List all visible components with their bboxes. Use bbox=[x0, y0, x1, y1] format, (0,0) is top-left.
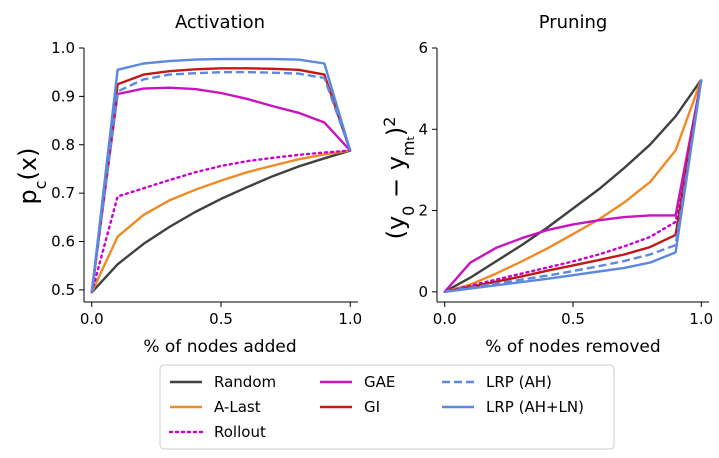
series-line-gi bbox=[444, 79, 703, 293]
series-line-lrp-ah bbox=[444, 79, 703, 293]
y-tick-label: 6 bbox=[418, 39, 428, 57]
activation-plot-area: 0.0 0.5 1.0 0.5 0.6 0.7 0.8 0.9 1.0 bbox=[51, 39, 362, 328]
activation-ylabel: pc(x) bbox=[14, 148, 50, 205]
y-tick-label: 0.7 bbox=[51, 184, 75, 202]
activation-xlabel: % of nodes added bbox=[143, 337, 296, 357]
legend-label-rollout: Rollout bbox=[214, 423, 266, 441]
legend-label-lrp-ah-ln: LRP (AH+LN) bbox=[486, 398, 584, 416]
pruning-xlabel: % of nodes removed bbox=[485, 337, 660, 357]
legend-frame bbox=[159, 364, 615, 450]
y-tick-label: 1.0 bbox=[51, 39, 75, 57]
series-line-random bbox=[444, 79, 703, 293]
y-tick-label: 0.8 bbox=[51, 136, 75, 154]
pruning-chart: Pruning 0.0 0.5 1.0 0 2 4 6 % of nodes removed… bbox=[380, 12, 714, 357]
series-line-random bbox=[90, 149, 351, 294]
legend-label-a-last: A-Last bbox=[214, 398, 261, 416]
series-line-gi bbox=[90, 67, 352, 293]
x-tick-label: 1.0 bbox=[689, 310, 713, 328]
legend-label-random: Random bbox=[214, 373, 276, 391]
y-tick-label: 2 bbox=[418, 202, 428, 220]
activation-chart: Activation 0.0 0.5 1.0 0.5 0.6 0.7 0.8 0.9 1.0 %… bbox=[14, 12, 362, 357]
y-tick-label: 0 bbox=[418, 283, 428, 301]
legend-label-lrp-ah: LRP (AH) bbox=[486, 373, 552, 391]
x-tick-label: 0.0 bbox=[433, 310, 457, 328]
pruning-ylabel: (y0 − ymt)2 bbox=[380, 117, 418, 240]
legend-label-gi: GI bbox=[364, 398, 380, 416]
series-line-gae bbox=[443, 79, 703, 293]
pruning-plot-area: 0.0 0.5 1.0 0 2 4 6 bbox=[418, 39, 713, 328]
y-tick-label: 4 bbox=[418, 120, 428, 138]
series-line-a-last bbox=[90, 149, 351, 293]
x-tick-label: 0.0 bbox=[80, 310, 104, 328]
pruning-title: Pruning bbox=[539, 12, 608, 33]
series-line-rollout bbox=[443, 78, 703, 293]
series-line-lrp-ah bbox=[90, 70, 352, 293]
series-line-gae bbox=[90, 86, 352, 293]
series-line-rollout bbox=[90, 149, 352, 294]
series-line-a-last bbox=[444, 79, 703, 293]
x-tick-label: 0.5 bbox=[209, 310, 233, 328]
y-tick-label: 0.6 bbox=[51, 233, 75, 251]
series-line-lrp-ah-ln bbox=[444, 79, 703, 293]
x-tick-label: 0.5 bbox=[561, 310, 585, 328]
y-tick-label: 0.9 bbox=[51, 87, 75, 105]
legend-label-gae: GAE bbox=[364, 373, 395, 391]
x-tick-label: 1.0 bbox=[338, 310, 362, 328]
y-tick-label: 0.5 bbox=[51, 281, 75, 299]
activation-title: Activation bbox=[175, 12, 265, 33]
legend: Random A-Last Rollout GAE GI LRP (AH) LRP (AH+… bbox=[159, 364, 615, 450]
series-line-lrp-ah-ln bbox=[90, 57, 352, 293]
